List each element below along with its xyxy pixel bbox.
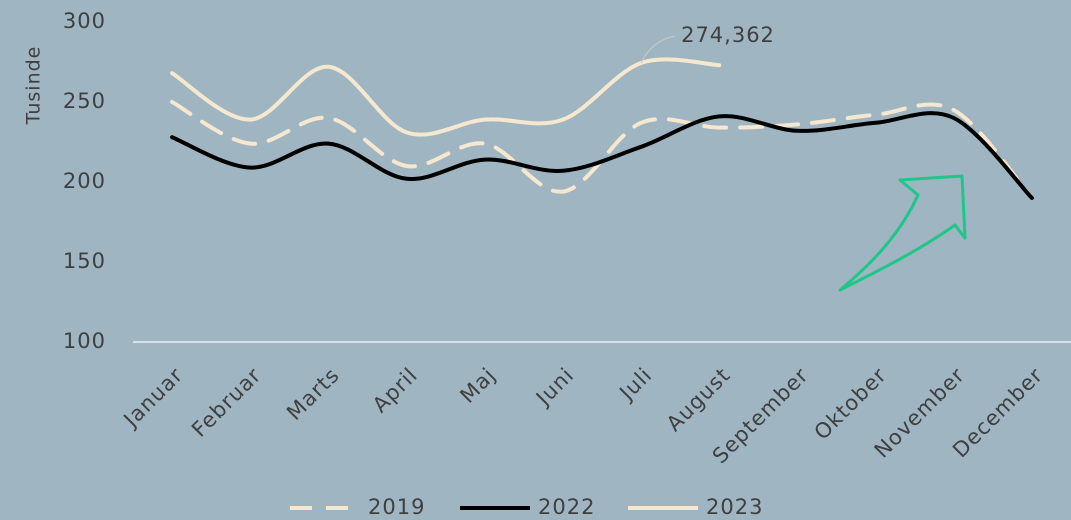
x-tick-label: Januar — [118, 363, 188, 433]
label-leader — [640, 35, 676, 64]
x-tick-label: Oktober — [810, 363, 892, 445]
series-line — [170, 100, 1034, 200]
x-tick-label: Februar — [187, 363, 266, 442]
y-tick-label: 300 — [63, 9, 106, 33]
legend-label: 2023 — [706, 495, 763, 519]
y-tick-label: 250 — [63, 89, 106, 113]
y-tick-label: 200 — [63, 169, 106, 193]
y-tick-label: 100 — [63, 329, 106, 353]
y-tick-label: 150 — [63, 249, 106, 273]
data-label: 274,362 — [681, 23, 775, 47]
x-tick-label: Maj — [455, 363, 500, 408]
x-tick-label: Marts — [282, 363, 344, 425]
series-line — [170, 111, 1034, 200]
y-axis-label: Tusinde — [23, 46, 45, 126]
legend-label: 2019 — [368, 495, 425, 519]
x-tick-label: August — [662, 363, 735, 436]
arrow-decoration — [838, 174, 967, 292]
x-tick-label: April — [368, 363, 422, 417]
x-tick-label: Juli — [614, 363, 657, 406]
x-tick-label: Juni — [530, 363, 579, 412]
legend-label: 2022 — [538, 495, 595, 519]
series-line — [170, 57, 722, 137]
